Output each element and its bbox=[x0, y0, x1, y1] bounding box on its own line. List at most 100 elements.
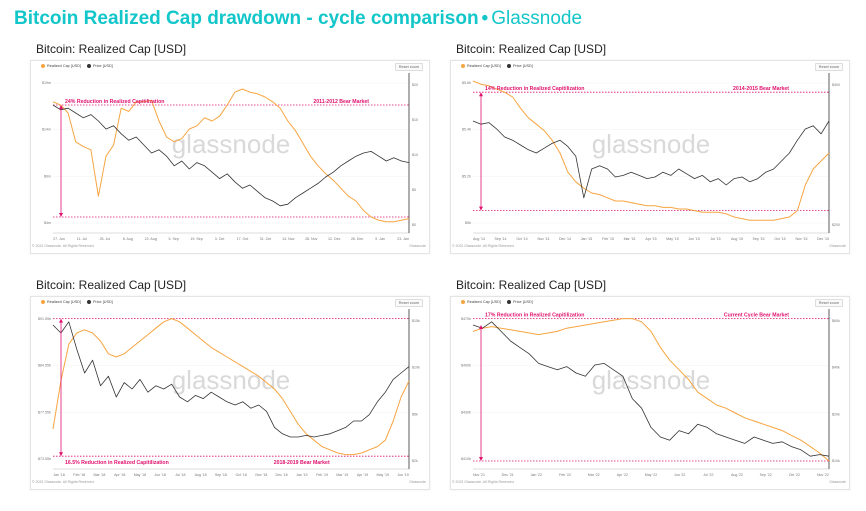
x-tick-label: Jan '15 bbox=[581, 237, 592, 241]
x-tick-label: 8. Aug bbox=[123, 237, 133, 241]
y-right-tick-label: $60k bbox=[832, 319, 840, 323]
legend-realized-cap-label: Realized Cap [USD] bbox=[467, 300, 501, 304]
x-tick-label: Sep '15 bbox=[752, 237, 764, 241]
reduction-label: 16.5% Reduction in Realized Capitilizati… bbox=[65, 460, 169, 466]
chart-svg: glassnode Nov '21 Dec '21 Jan '22 Feb '22 Mar… bbox=[461, 309, 840, 477]
x-tick-label: Jul '15 bbox=[710, 237, 720, 241]
reduction-label: 24% Reduction in Realized Capitilization bbox=[65, 99, 164, 105]
chart-card: Realized Cap [USD] Price [USD] Reset zoo… bbox=[450, 296, 850, 490]
realized-cap-series bbox=[472, 80, 830, 221]
legend-realized-cap[interactable]: Realized Cap [USD] bbox=[41, 64, 81, 68]
y-right-tick-label: $5k bbox=[412, 412, 418, 416]
realized-cap-series bbox=[52, 88, 410, 223]
x-tick-label: Nov '15 bbox=[795, 237, 807, 241]
legend-realized-cap-label: Realized Cap [USD] bbox=[467, 64, 501, 68]
x-tick-label: Jun '22 bbox=[674, 473, 685, 477]
legend-realized-cap[interactable]: Realized Cap [USD] bbox=[41, 300, 81, 304]
y-left-tick-label: $430b bbox=[461, 410, 471, 414]
realized-cap-series bbox=[472, 318, 830, 462]
x-tick-label: May '18 bbox=[134, 473, 146, 477]
y-right-tick-label: $20 bbox=[412, 83, 418, 87]
x-tick-label: Apr '18 bbox=[114, 473, 125, 477]
copyright-footer: © 2022 Glassnode. All Rights Reserved. bbox=[452, 244, 515, 248]
x-tick-label: Sep '18 bbox=[215, 473, 227, 477]
y-right-tick-label: $15 bbox=[412, 118, 418, 122]
y-right-tick-label: $200 bbox=[832, 223, 840, 227]
x-tick-label: 14. Nov bbox=[282, 237, 295, 241]
y-right-tick-label: $10k bbox=[832, 459, 840, 463]
title-main: Bitcoin Realized Cap drawdown - cycle co… bbox=[14, 8, 479, 29]
copyright-footer: © 2022 Glassnode. All Rights Reserved. bbox=[32, 244, 95, 248]
x-tick-label: 26. Dec bbox=[351, 237, 364, 241]
x-tick-label: Feb '19 bbox=[316, 473, 328, 477]
x-tick-label: Jan '22 bbox=[531, 473, 542, 477]
y-right-tick-label: $2k bbox=[412, 459, 418, 463]
legend-price[interactable]: Price [USD] bbox=[86, 64, 113, 68]
drawdown-arrow-head-top bbox=[479, 325, 483, 329]
legend-price-label: Price [USD] bbox=[92, 300, 113, 304]
legend-dot-icon bbox=[461, 64, 465, 68]
x-tick-label: 3. Oct bbox=[215, 237, 225, 241]
legend-dot-icon bbox=[86, 64, 91, 68]
panel-heading: Bitcoin: Realized Cap [USD] bbox=[36, 42, 187, 56]
chart-card: Realized Cap [USD] Price [USD] Reset zoo… bbox=[450, 60, 850, 254]
legend-realized-cap[interactable]: Realized Cap [USD] bbox=[461, 300, 501, 304]
copyright-footer: © 2022 Glassnode. All Rights Reserved. bbox=[32, 480, 95, 484]
legend-price[interactable]: Price [USD] bbox=[86, 300, 113, 304]
x-tick-label: 11. Jul bbox=[77, 237, 88, 241]
x-tick-label: Aug '18 bbox=[195, 473, 207, 477]
y-left-tick-label: $5b bbox=[465, 221, 471, 225]
x-tick-label: Jan '19 bbox=[296, 473, 307, 477]
watermark: glassnode bbox=[592, 129, 711, 159]
x-tick-label: Feb '15 bbox=[602, 237, 614, 241]
x-tick-label: 17. Oct bbox=[237, 237, 249, 241]
panel-heading: Bitcoin: Realized Cap [USD] bbox=[36, 278, 187, 292]
x-tick-label: Dec '15 bbox=[817, 237, 829, 241]
x-tick-label: Jun '18 bbox=[154, 473, 165, 477]
reset-zoom-button[interactable]: Reset zoom bbox=[394, 63, 423, 71]
legend-price[interactable]: Price [USD] bbox=[506, 64, 533, 68]
y-left-tick-label: $5.6b bbox=[462, 81, 471, 85]
x-tick-label: Jun '15 bbox=[688, 237, 699, 241]
legend-dot-icon bbox=[41, 300, 45, 304]
footer-brand: Glassnode bbox=[409, 480, 426, 484]
footer-brand: Glassnode bbox=[829, 244, 846, 248]
price-series bbox=[472, 120, 830, 199]
price-series bbox=[52, 104, 410, 207]
y-left-tick-label: $14m bbox=[42, 128, 51, 132]
y-left-tick-label: $4m bbox=[44, 221, 51, 225]
legend-realized-cap[interactable]: Realized Cap [USD] bbox=[461, 64, 501, 68]
x-tick-label: Apr '19 bbox=[357, 473, 368, 477]
drawdown-arrow-head-top bbox=[59, 318, 63, 323]
reduction-label: 14% Reduction in Realized Capitilization bbox=[485, 86, 584, 92]
legend-price[interactable]: Price [USD] bbox=[506, 300, 533, 304]
reset-zoom-button[interactable]: Reset zoom bbox=[814, 63, 843, 71]
copyright-footer: © 2022 Glassnode. All Rights Reserved. bbox=[452, 480, 515, 484]
chart-svg: glassnode 27. Jun 11. Jul 25. Jul 8. Aug 22. … bbox=[42, 73, 418, 241]
x-tick-label: Sep '22 bbox=[760, 473, 772, 477]
drawdown-arrow-head-top bbox=[59, 105, 63, 109]
y-left-tick-label: $450b bbox=[461, 364, 471, 368]
chart-svg: glassnode Aug '14 Sep '14 Oct '14 Nov '14 Dec… bbox=[462, 73, 840, 241]
x-tick-label: Aug '22 bbox=[731, 473, 743, 477]
y-left-tick-label: $84.55b bbox=[38, 364, 51, 368]
legend-realized-cap-label: Realized Cap [USD] bbox=[47, 64, 81, 68]
reduction-label: 17% Reduction in Realized Capitilization bbox=[485, 313, 584, 319]
x-tick-label: Jul '18 bbox=[175, 473, 185, 477]
x-tick-label: Apr '15 bbox=[645, 237, 656, 241]
y-right-tick-label: $40k bbox=[832, 366, 840, 370]
x-tick-label: Jan '18 bbox=[53, 473, 64, 477]
y-right-tick-label: $10 bbox=[412, 153, 418, 157]
y-left-tick-label: $5.4b bbox=[462, 128, 471, 132]
reset-zoom-button[interactable]: Reset zoom bbox=[394, 299, 423, 307]
title-brand: Glassnode bbox=[491, 8, 583, 29]
y-left-tick-label: $19m bbox=[42, 81, 51, 85]
x-tick-label: 12. Dec bbox=[328, 237, 341, 241]
reset-zoom-button[interactable]: Reset zoom bbox=[814, 299, 843, 307]
x-tick-label: 5. Sep bbox=[168, 237, 178, 241]
chart-panel-2014: Bitcoin: Realized Cap [USD] Realized Cap… bbox=[450, 42, 850, 257]
x-tick-label: Aug '15 bbox=[731, 237, 743, 241]
x-tick-label: Dec '21 bbox=[502, 473, 514, 477]
footer-brand: Glassnode bbox=[409, 244, 426, 248]
chart-legend: Realized Cap [USD] Price [USD] bbox=[461, 64, 533, 68]
